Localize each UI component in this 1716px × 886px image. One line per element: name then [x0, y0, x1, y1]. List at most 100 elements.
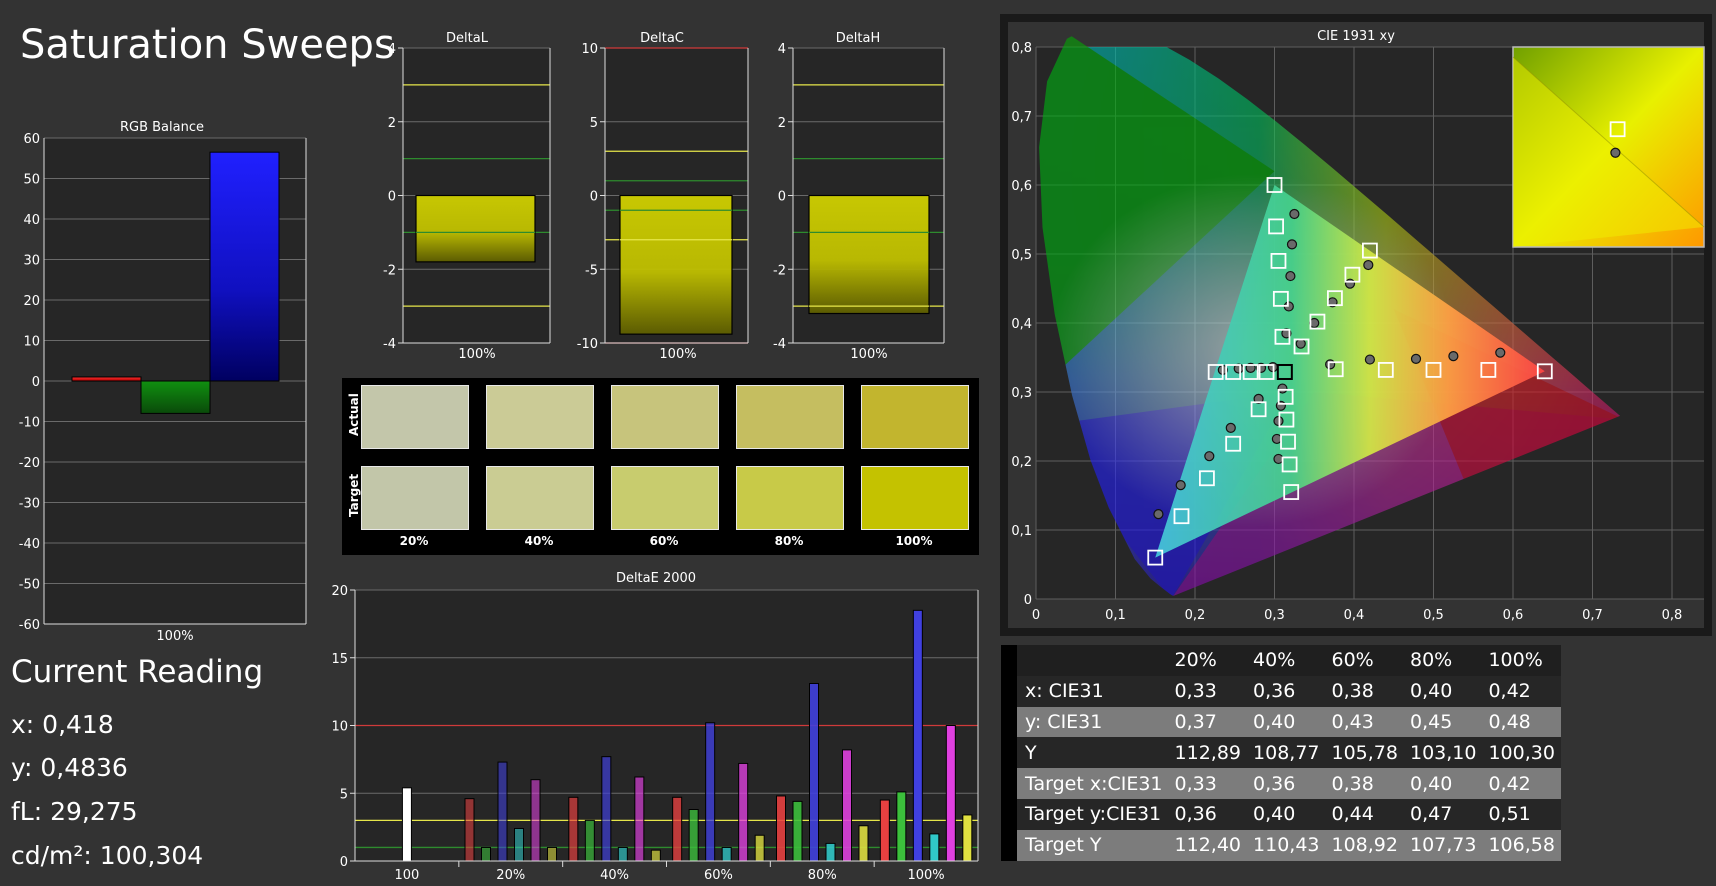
table-cell: 0,37 [1168, 706, 1248, 738]
table-cell: 0,40 [1403, 675, 1483, 707]
delta-h-xlabel: 100% [850, 347, 887, 362]
rgb-balance-title: RGB Balance [120, 120, 204, 135]
table-header-cell: 60% [1325, 645, 1404, 676]
delta-e-bar [584, 819, 595, 862]
rgb-bar [71, 376, 142, 382]
delta-e-bar [738, 762, 749, 862]
rgb-ytick-label: -40 [19, 537, 40, 552]
reading-fl: fL: 29,275 [11, 797, 138, 826]
cie-target-point [1258, 364, 1275, 380]
swatch-actual [361, 385, 469, 449]
reading-x: x: 0,418 [11, 710, 114, 739]
swatch-target [861, 466, 969, 530]
cie-target-point [1278, 411, 1295, 428]
cie-target-point [1281, 456, 1298, 473]
cie-measured-point [1277, 383, 1288, 394]
cie-target-point [1344, 266, 1361, 283]
delta-e-bar [601, 756, 612, 862]
swatch-percent-label: 20% [399, 534, 429, 548]
delta-e-ytick-label: 15 [331, 652, 348, 667]
cie-target-point [1327, 290, 1343, 307]
swatch-target [736, 466, 844, 530]
cie-xtick-label: 0 [1032, 608, 1040, 623]
dc-g-ytick-label: -10 [577, 337, 598, 352]
table-cell: 105,78 [1325, 737, 1404, 769]
table-cell: 0,48 [1482, 706, 1561, 738]
cie-target-point [1207, 364, 1224, 380]
cie-target-point [1250, 401, 1267, 418]
table-cell: 0,38 [1325, 675, 1404, 707]
cie-target-point [1225, 435, 1242, 452]
cie-measured-point [1325, 359, 1336, 370]
dc-g-ytick-label: -5 [585, 263, 598, 278]
delta-e-bar [776, 795, 786, 862]
table-cell: 0,40 [1247, 798, 1326, 830]
table-header-row: 20% 40% 60% 80% 100% [1001, 645, 1561, 676]
delta-e-ytick-label: 5 [340, 787, 348, 802]
swatch-target [486, 466, 594, 530]
swatch-percent-label: 100% [895, 534, 933, 548]
cie-data-table: 20% 40% 60% 80% 100% x: CIE31 0,33 0,36 … [1001, 645, 1561, 861]
dl-g-bar [415, 194, 536, 263]
cie-measured-point [1175, 480, 1186, 491]
rgb-balance-chart: RGB Balance 60 50 40 30 20 10 0 -10 -20 -30 -40 -50… [19, 120, 307, 644]
delta-e-bar [896, 791, 907, 862]
page-title: Saturation Sweeps [20, 22, 395, 68]
dc-g-ytick-label: 0 [590, 190, 598, 205]
cie-xtick-label: 0,4 [1344, 608, 1365, 623]
cie-ytick-label: 0,7 [1011, 110, 1032, 125]
swatch-row-label-actual: Actual [347, 393, 361, 436]
table-cell: 110,43 [1247, 829, 1326, 861]
dh-g-ytick-label: 4 [778, 42, 786, 57]
dh-g-ytick-label: -4 [773, 337, 786, 352]
rgb-ytick-label: -30 [19, 497, 40, 512]
table-cell: 0,43 [1325, 706, 1404, 738]
rgb-ytick-label: 0 [32, 375, 40, 390]
cie-target-point [1242, 364, 1259, 380]
reading-y: y: 0,4836 [11, 753, 128, 782]
delta-e-bar [650, 849, 661, 862]
cie-target-point [1147, 549, 1164, 566]
rgb-bar [209, 151, 280, 382]
delta-e-bar [672, 796, 683, 862]
delta-l-title: DeltaL [446, 31, 489, 46]
table-cell: 108,92 [1325, 829, 1404, 861]
dl-g-ytick-label: 4 [388, 42, 396, 57]
table-header-cell: 20% [1168, 645, 1248, 676]
cie-target-point [1327, 361, 1344, 378]
delta-l-xlabel: 100% [458, 347, 495, 362]
cie-measured-point [1253, 393, 1264, 404]
table-cell: 0,36 [1168, 798, 1248, 830]
cie-measured-point [1271, 433, 1282, 445]
rgb-ytick-label: -10 [19, 416, 40, 431]
table-row-label: x: CIE31 [1001, 675, 1169, 707]
delta-e-chart: DeltaE 2000 20 15 10 5 0 100 20% 40% 60% 80% 100% [331, 571, 979, 883]
dl-g-ytick-label: -4 [383, 337, 396, 352]
cie-measured-point [1344, 278, 1356, 289]
table-cell: 0,42 [1482, 768, 1561, 799]
cie-measured-point [1295, 338, 1306, 349]
cie-inset-measured-point [1610, 147, 1621, 158]
swatch-comparison-panel: Actual Target 20% 40% 60% 80% 100% [342, 378, 979, 555]
cie-ytick-label: 0 [1024, 593, 1032, 608]
delta-e-title: DeltaE 2000 [616, 571, 696, 586]
delta-e-bar [481, 846, 491, 862]
current-reading-title: Current Reading [11, 654, 264, 690]
table-cell: 0,36 [1247, 675, 1326, 707]
delta-c-chart: DeltaC 100% 10 5 0 -5 -10 [577, 31, 749, 362]
delta-e-xtick-label: 100 [395, 868, 420, 883]
delta-e-bar [705, 722, 716, 862]
delta-h-chart: DeltaH 100% 4 2 0 -2 -4 [773, 31, 945, 362]
table-row: Target x:CIE31 0,33 0,36 0,38 0,40 0,42 [1001, 768, 1561, 799]
delta-e-bar [514, 827, 524, 862]
cie-measured-point [1363, 259, 1374, 271]
table-cell: 0,44 [1325, 798, 1404, 830]
delta-e-ytick-label: 0 [340, 855, 348, 870]
cie-ytick-label: 0,1 [1011, 524, 1032, 539]
table-cell: 100,30 [1482, 737, 1561, 769]
table-row: x: CIE31 0,33 0,36 0,38 0,40 0,42 [1001, 675, 1561, 707]
swatch-row-label-target: Target [347, 473, 361, 517]
swatch-percent-label: 60% [649, 534, 679, 548]
cie-target-point [1362, 242, 1378, 259]
cie-target-point [1377, 362, 1394, 378]
